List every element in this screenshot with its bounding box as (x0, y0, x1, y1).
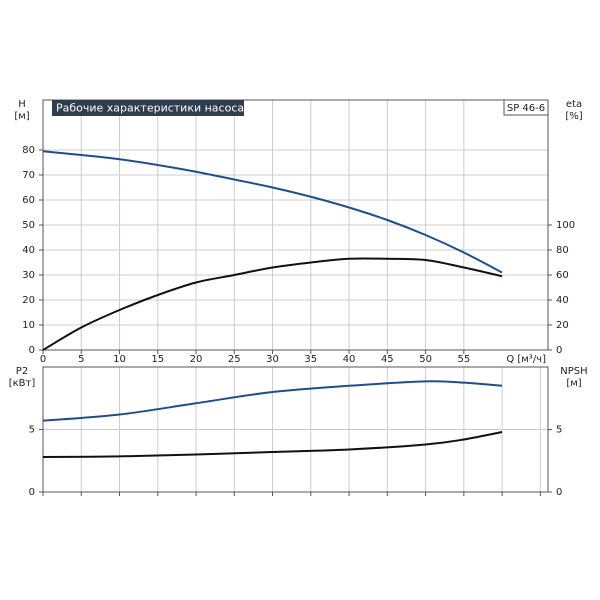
x-tick-label: 30 (266, 354, 279, 365)
y2-axis-label: NPSH (560, 366, 587, 377)
y-tick-label: 5 (29, 425, 35, 436)
y-tick-label: 70 (22, 170, 35, 181)
curve (42, 257, 503, 351)
x-tick-label: 35 (304, 354, 317, 365)
x-tick-label: 40 (343, 354, 356, 365)
y2-axis-unit: [%] (565, 111, 582, 122)
x-tick-label: 15 (151, 354, 164, 365)
y-tick-label: 80 (22, 145, 35, 156)
y2-tick-label: 20 (556, 320, 569, 331)
x-tick-label: 55 (457, 354, 470, 365)
y2-tick-label: 60 (556, 270, 569, 281)
x-tick-label: 45 (381, 354, 394, 365)
x-tick-label: 50 (419, 354, 432, 365)
x-tick-label: 25 (228, 354, 241, 365)
curve (42, 150, 503, 274)
model-box (503, 99, 549, 116)
y2-tick-label: 40 (556, 295, 569, 306)
y2-tick-label: 0 (556, 487, 562, 498)
y2-tick-label: 100 (556, 220, 575, 231)
x-tick-label: 10 (113, 354, 126, 365)
y-tick-label: 0 (29, 487, 35, 498)
y2-tick-label: 80 (556, 245, 569, 256)
x-tick-label: 20 (190, 354, 203, 365)
model-label: SP 46-6 (507, 103, 545, 114)
y-tick-label: 60 (22, 195, 35, 206)
y2-tick-label: 5 (556, 425, 562, 436)
y-tick-label: 30 (22, 270, 35, 281)
y-axis-unit: [кВт] (9, 378, 36, 389)
curve (42, 431, 503, 458)
y2-tick-label: 0 (556, 345, 562, 356)
curve (42, 380, 503, 422)
y2-axis-unit: [м] (566, 378, 581, 389)
x-axis-label: Q [м³/ч] (506, 354, 546, 365)
y-tick-label: 0 (29, 345, 35, 356)
plot-frame (42, 99, 549, 351)
plot-frame (42, 366, 549, 493)
y-axis-label: P2 (16, 366, 28, 377)
chart-title: Рабочие характеристики насоса (56, 102, 244, 115)
y-tick-label: 20 (22, 295, 35, 306)
x-tick-label: 5 (78, 354, 84, 365)
title-box (52, 100, 244, 116)
y-tick-label: 50 (22, 220, 35, 231)
y2-axis-label: eta (566, 99, 582, 110)
x-tick-label: 0 (40, 354, 46, 365)
y-axis-unit: [м] (14, 111, 29, 122)
y-tick-label: 10 (22, 320, 35, 331)
y-tick-label: 40 (22, 245, 35, 256)
y-axis-label: H (18, 99, 26, 110)
